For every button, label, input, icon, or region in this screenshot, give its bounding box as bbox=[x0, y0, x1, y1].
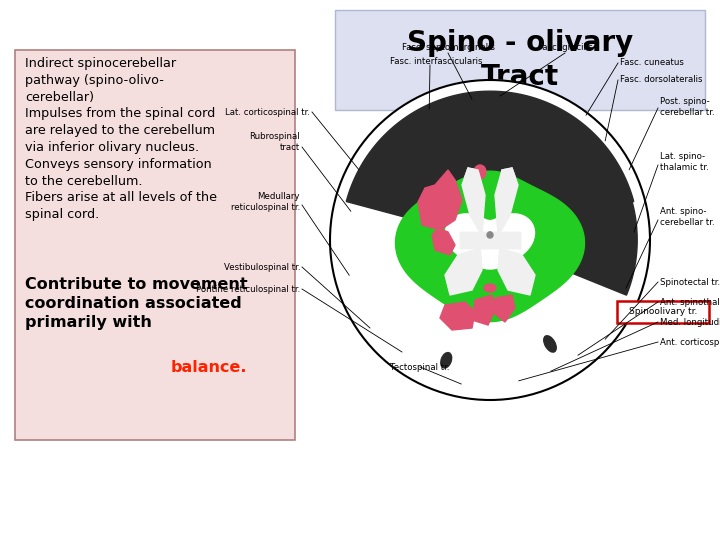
Polygon shape bbox=[498, 248, 535, 295]
Text: Tectospinal tr.: Tectospinal tr. bbox=[390, 363, 450, 372]
Text: Spino - olivary
Tract: Spino - olivary Tract bbox=[407, 29, 633, 91]
Text: Rubrospinal
tract: Rubrospinal tract bbox=[249, 132, 300, 152]
Circle shape bbox=[487, 232, 493, 238]
Ellipse shape bbox=[544, 336, 557, 352]
Text: Ant. spino-
cerebellar tr.: Ant. spino- cerebellar tr. bbox=[660, 207, 715, 227]
Polygon shape bbox=[557, 160, 637, 295]
Polygon shape bbox=[460, 232, 520, 248]
Polygon shape bbox=[495, 168, 518, 232]
Circle shape bbox=[330, 80, 650, 400]
FancyBboxPatch shape bbox=[617, 301, 709, 323]
Text: Lat. spino-
thalamic tr.: Lat. spino- thalamic tr. bbox=[660, 152, 708, 172]
Polygon shape bbox=[492, 295, 515, 322]
Text: Post. spino-
cerebellar tr.: Post. spino- cerebellar tr. bbox=[660, 97, 715, 117]
Text: Fasc. interfascicularis: Fasc. interfascicularis bbox=[390, 57, 482, 66]
Circle shape bbox=[487, 232, 493, 238]
Polygon shape bbox=[495, 168, 518, 232]
Polygon shape bbox=[498, 248, 535, 295]
Ellipse shape bbox=[474, 165, 486, 179]
FancyBboxPatch shape bbox=[15, 50, 295, 440]
Polygon shape bbox=[346, 91, 634, 227]
Polygon shape bbox=[472, 295, 495, 325]
Text: Fasc. gracilis: Fasc. gracilis bbox=[538, 43, 593, 52]
Text: Pontine reticulospinal tr.: Pontine reticulospinal tr. bbox=[196, 285, 300, 294]
Polygon shape bbox=[418, 170, 462, 230]
Text: balance.: balance. bbox=[171, 360, 248, 375]
Text: Indirect spinocerebellar
pathway (spino-olivo-
cerebellar)
Impulses from the spi: Indirect spinocerebellar pathway (spino-… bbox=[25, 57, 217, 221]
Polygon shape bbox=[445, 248, 482, 295]
Text: Vestibulospinal tr.: Vestibulospinal tr. bbox=[223, 263, 300, 272]
Text: Spinotectal tr.: Spinotectal tr. bbox=[660, 278, 720, 287]
Text: Medullary
reticulospinal tr.: Medullary reticulospinal tr. bbox=[230, 192, 300, 212]
Text: Ant. spinothalamic tr.: Ant. spinothalamic tr. bbox=[660, 298, 720, 307]
Polygon shape bbox=[462, 168, 485, 232]
Ellipse shape bbox=[441, 353, 451, 368]
Text: Med. longitudinal fasc.: Med. longitudinal fasc. bbox=[660, 318, 720, 327]
Text: Contribute to movement
coordination associated
primarily with: Contribute to movement coordination asso… bbox=[25, 277, 248, 330]
Text: Fasc. septomarginalis: Fasc. septomarginalis bbox=[402, 43, 495, 52]
Polygon shape bbox=[440, 302, 475, 330]
FancyBboxPatch shape bbox=[335, 10, 705, 110]
Ellipse shape bbox=[484, 284, 496, 292]
Text: Lat. corticospinal tr.: Lat. corticospinal tr. bbox=[225, 108, 310, 117]
Polygon shape bbox=[562, 176, 634, 286]
Text: Spinoolivary tr.: Spinoolivary tr. bbox=[629, 307, 697, 316]
Polygon shape bbox=[432, 228, 455, 255]
Polygon shape bbox=[395, 171, 585, 322]
Text: Fasc. cuneatus: Fasc. cuneatus bbox=[620, 58, 684, 67]
Polygon shape bbox=[445, 248, 482, 295]
Polygon shape bbox=[462, 168, 485, 232]
Text: Fasc. dorsolateralis: Fasc. dorsolateralis bbox=[620, 75, 703, 84]
Text: Ant. corticospinal tr.: Ant. corticospinal tr. bbox=[660, 338, 720, 347]
Polygon shape bbox=[460, 232, 520, 248]
